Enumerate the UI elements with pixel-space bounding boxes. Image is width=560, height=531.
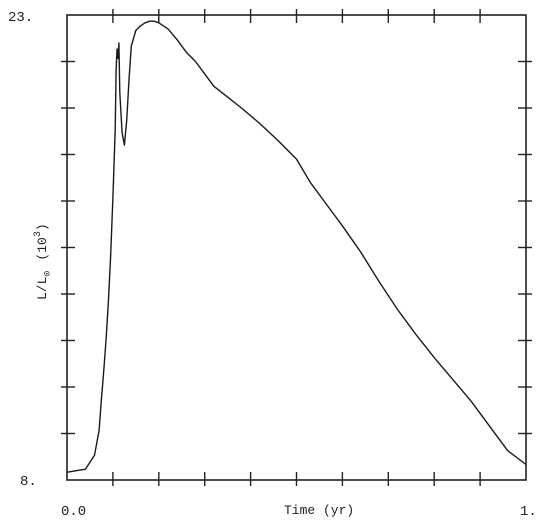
svg-text:L/L⊙(103): L/L⊙ (103): [33, 223, 54, 300]
y-tick-label-top: 23.: [8, 10, 33, 26]
y-tick-label-bottom: 8.: [20, 474, 37, 490]
series-line: [66, 20, 527, 473]
y-label-unit-sup: 3: [33, 231, 44, 237]
x-tick-label-right: 1.: [520, 504, 537, 520]
x-axis-label: Time (yr): [284, 503, 354, 518]
x-ticks: [112, 9, 481, 486]
y-label-sub: ⊙: [43, 271, 54, 277]
y-label-unit: (10: [35, 237, 50, 260]
y-axis-label: L/L⊙ (103): [33, 223, 54, 300]
plot-frame: [66, 14, 527, 481]
y-ticks: [61, 60, 532, 435]
y-label-unit-close: ): [35, 223, 50, 231]
y-label-main: L/L: [35, 277, 50, 300]
x-tick-label-left: 0.0: [61, 504, 86, 520]
